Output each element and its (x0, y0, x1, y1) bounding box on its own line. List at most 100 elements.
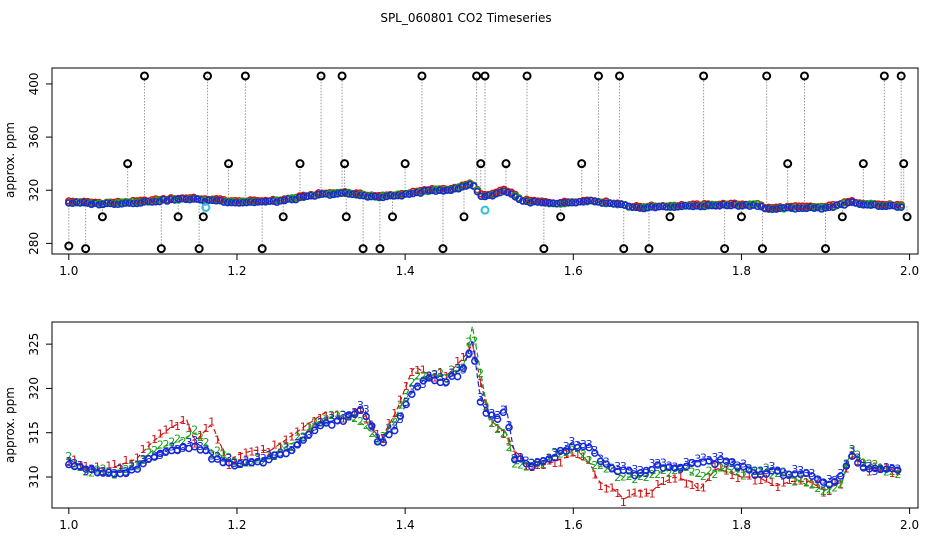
bottom-series-3-marker: 3 (843, 459, 850, 472)
bottom-series-2-marker: 2 (431, 369, 438, 382)
top-blue-point (897, 203, 905, 212)
top-cyan-point (201, 203, 211, 212)
top-blue-point (223, 198, 232, 207)
figure-title: SPL_060801 CO2 Timeseries (380, 11, 551, 25)
bottom-series-1-marker: 1 (814, 478, 821, 491)
bottom-blue-point (282, 449, 290, 458)
top-outlier-point (644, 244, 654, 254)
top-blue-point (515, 195, 523, 204)
top-x-tick-label: 1.2 (227, 264, 246, 278)
top-blue-point (413, 188, 421, 197)
bottom-series-3-marker: 3 (894, 462, 901, 475)
top-blue-point (572, 199, 580, 207)
bottom-series-1-marker: 1 (471, 349, 478, 362)
top-outlier-point (341, 212, 351, 222)
bottom-blue-point (836, 472, 845, 480)
bottom-series-1-marker: 1 (774, 481, 781, 494)
top-blue-point (390, 192, 398, 200)
bottom-series-1-marker: 1 (488, 417, 495, 430)
top-blue-point (886, 201, 894, 210)
bottom-series-3-marker: 3 (191, 434, 198, 447)
top-blue-point (288, 195, 296, 204)
top-outlier-point (821, 244, 831, 254)
bottom-series-3-marker: 3 (803, 467, 810, 480)
top-blue-point (659, 202, 667, 211)
bottom-series-3-marker: 3 (654, 457, 661, 470)
bottom-series-1-marker: 1 (648, 488, 655, 501)
bottom-series-1-marker: 1 (654, 478, 661, 491)
top-blue-point (814, 203, 822, 212)
bottom-series-1-marker: 1 (414, 364, 421, 377)
bottom-series-3-marker: 3 (700, 452, 707, 465)
top-blue-point (598, 199, 607, 207)
top-blue-point (409, 189, 417, 198)
top-outlier-point (64, 241, 74, 251)
bottom-series-2-marker: 2 (871, 458, 878, 471)
top-blue-point (753, 202, 762, 211)
bottom-series-3-marker: 3 (746, 462, 753, 475)
top-blue-point (269, 197, 277, 205)
bottom-series-1-marker: 1 (237, 450, 244, 463)
top-outlier-point (615, 71, 625, 81)
bottom-series-1-marker: 1 (494, 422, 501, 435)
bottom-series-2-marker: 2 (305, 422, 312, 435)
top-outlier-point (156, 244, 166, 254)
bottom-series-2-marker: 2 (826, 484, 833, 497)
bottom-blue-point (625, 467, 633, 475)
bottom-blue-point (739, 462, 748, 471)
top-blue-point (231, 198, 240, 207)
bottom-series-1-marker: 1 (540, 459, 547, 472)
bottom-series-1-marker: 1 (317, 412, 324, 425)
bottom-blue-point (808, 472, 816, 480)
bottom-series-3-marker: 3 (551, 446, 558, 459)
bottom-series-2-marker: 2 (517, 459, 524, 472)
bottom-series-1-marker: 1 (591, 468, 598, 481)
bottom-series-3-marker: 3 (849, 443, 856, 456)
bottom-series-1-marker: 1 (849, 449, 856, 462)
bottom-series-1-marker: 1 (203, 422, 210, 435)
bottom-series-1-marker: 1 (111, 458, 118, 471)
top-blue-point (345, 190, 353, 198)
bottom-series-3-marker: 3 (877, 463, 884, 476)
bottom-series-3-marker: 3 (534, 456, 541, 469)
top-x-tick-label: 1.0 (59, 264, 78, 278)
bottom-series-2-marker: 2 (145, 447, 152, 460)
top-outlier-point (896, 71, 906, 81)
bottom-blue-point (493, 415, 502, 423)
bottom-blue-point (831, 478, 839, 486)
top-y-axis-label: approx. ppm (3, 122, 17, 198)
top-blue-point (749, 201, 758, 209)
bottom-series-2-marker: 2 (740, 469, 747, 482)
bottom-blue-point (408, 390, 416, 398)
top-panel: approx. ppm 1.0 1.2 1.4 1.6 1.8 2.0 280 320 360 4… (3, 67, 919, 278)
bottom-blue-point (585, 443, 593, 452)
top-blue-point (401, 190, 410, 198)
bottom-series-2-marker: 2 (477, 367, 484, 380)
bottom-series-3-marker: 3 (323, 414, 330, 427)
bottom-series-1-marker: 1 (128, 458, 135, 471)
bottom-series-2-marker: 2 (163, 438, 170, 451)
top-outlier-point (539, 244, 549, 254)
top-outlier-point (139, 71, 149, 81)
top-blue-point (855, 200, 864, 208)
bottom-series-2-marker: 2 (654, 468, 661, 481)
top-outlier-point (459, 212, 469, 222)
top-blue-point (522, 197, 531, 206)
bottom-series-1-marker: 1 (626, 487, 633, 500)
bottom-series-3-marker: 3 (814, 473, 821, 486)
bottom-series-1-marker: 1 (140, 443, 147, 456)
bottom-series-3-marker: 3 (460, 364, 467, 377)
bottom-series-1-marker: 1 (769, 476, 776, 489)
bottom-series-3-marker: 3 (351, 406, 358, 419)
bottom-series-2-marker: 2 (197, 431, 204, 444)
top-blue-point (106, 199, 115, 208)
bottom-series-1-marker: 1 (397, 394, 404, 407)
top-outlier-point (123, 159, 133, 169)
bottom-series-2-marker: 2 (334, 410, 341, 423)
bottom-blue-point (476, 398, 485, 406)
bottom-series-3-marker: 3 (683, 456, 690, 469)
bottom-series-1-marker: 1 (163, 424, 170, 437)
bottom-series-1-marker: 1 (837, 478, 844, 491)
top-blue-point (568, 199, 576, 207)
bottom-series-2-marker: 2 (414, 370, 421, 383)
